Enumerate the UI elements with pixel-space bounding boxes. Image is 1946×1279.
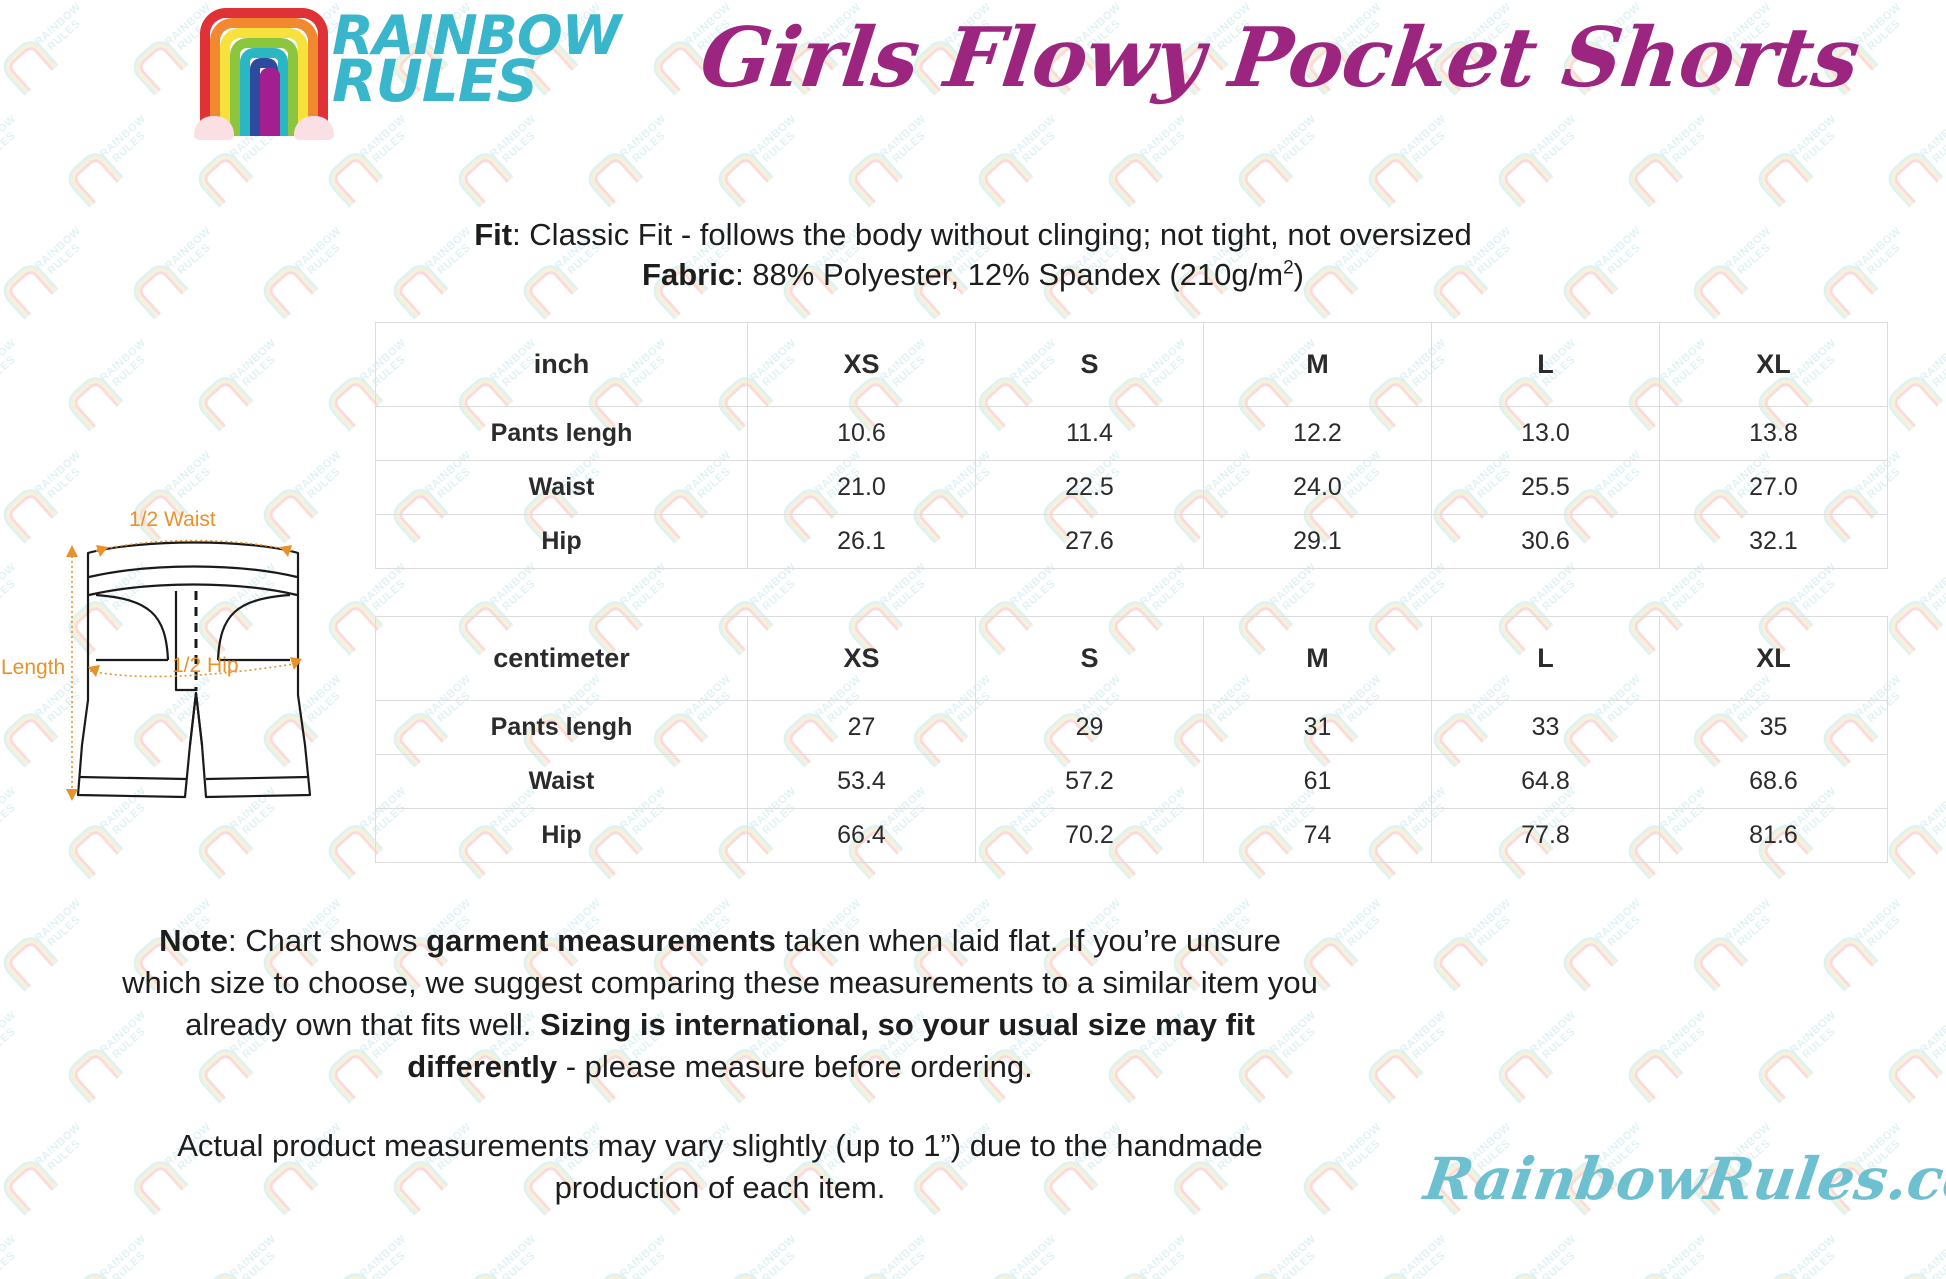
fit-value: : Classic Fit - follows the body without… (512, 217, 1472, 252)
cell-l: 25.5 (1431, 460, 1660, 515)
cell-l: 30.6 (1431, 514, 1660, 569)
cell-xs: 53.4 (747, 754, 976, 809)
size-table-centimeter: centimeter XS S M L XL Pants lengh 27 29… (375, 616, 1888, 863)
cell-s: 57.2 (975, 754, 1204, 809)
cell-m: 61 (1203, 754, 1432, 809)
site-watermark: RainbowRules.com (1420, 1145, 1946, 1213)
diagram-label-length: Length (1, 656, 65, 679)
cell-xl: 35 (1659, 700, 1888, 755)
note-paragraph: Note: Chart shows garment measurements t… (120, 920, 1320, 1087)
rainbow-rules-logo: RAINBOW RULES (194, 8, 621, 153)
fabric-line: Fabric: 88% Polyester, 12% Spandex (210g… (0, 255, 1946, 295)
cell-xl: 81.6 (1659, 808, 1888, 863)
table-header-unit: centimeter (375, 616, 748, 701)
shorts-diagram-svg: 1/2 Waist Length 1/2 Hip (1, 508, 312, 801)
table-header-row: centimeter XS S M L XL (375, 616, 1888, 701)
fit-label: Fit (474, 217, 513, 252)
cell-xs: 10.6 (747, 406, 976, 461)
cell-s: 22.5 (975, 460, 1204, 515)
cloud-icon (194, 116, 234, 140)
note-label: Note (159, 923, 229, 958)
note-part-1: : Chart shows (228, 923, 427, 958)
row-label: Hip (375, 514, 748, 569)
cell-s: 70.2 (975, 808, 1204, 863)
table-header-xs: XS (747, 616, 976, 701)
rainbow-band-2 (210, 18, 318, 136)
rainbow-band-7 (260, 68, 280, 136)
note-bold-2: Sizing is international, so your usual s… (407, 1006, 1255, 1084)
fabric-value-close: ) (1293, 256, 1304, 292)
shorts-measurement-diagram: 1/2 Waist Length 1/2 Hip (0, 495, 345, 825)
page-header: RAINBOW RULES Girls Flowy Pocket Shorts (0, 0, 1946, 175)
cell-m: 29.1 (1203, 514, 1432, 569)
table-header-m: M (1203, 616, 1432, 701)
note-bold-1: garment measurements (426, 923, 776, 958)
diagram-label-waist: 1/2 Waist (129, 508, 216, 531)
product-meta: Fit: Classic Fit - follows the body with… (0, 215, 1946, 294)
table-header-s: S (975, 616, 1204, 701)
note-part-3: - please measure before ordering. (557, 1048, 1033, 1084)
table-header-xs: XS (747, 322, 976, 407)
fit-line: Fit: Classic Fit - follows the body with… (0, 215, 1946, 255)
table-header-m: M (1203, 322, 1432, 407)
cell-s: 29 (975, 700, 1204, 755)
rainbow-band-5 (240, 48, 288, 136)
note-part-2: taken when laid flat. If you’re unsure w… (122, 923, 1318, 1042)
logo-line-2: RULES (332, 47, 538, 116)
logo-line-1: RAINBOW (332, 4, 621, 67)
row-label: Hip (375, 808, 748, 863)
table-header-xl: XL (1659, 616, 1888, 701)
cell-l: 33 (1431, 700, 1660, 755)
row-label: Waist (375, 460, 748, 515)
cell-s: 27.6 (975, 514, 1204, 569)
cell-l: 77.8 (1431, 808, 1660, 863)
size-table-inch: inch XS S M L XL Pants lengh 10.6 11.4 1… (375, 322, 1888, 569)
cell-xl: 68.6 (1659, 754, 1888, 809)
row-label: Pants lengh (375, 700, 748, 755)
cell-m: 24.0 (1203, 460, 1432, 515)
rainbow-band-1 (200, 8, 328, 136)
fabric-value: : 88% Polyester, 12% Spandex (210g/m (735, 256, 1284, 292)
cell-m: 31 (1203, 700, 1432, 755)
cell-l: 64.8 (1431, 754, 1660, 809)
table-header-row: inch XS S M L XL (375, 322, 1888, 407)
table-row: Pants lengh 27 29 31 33 35 (375, 700, 1888, 755)
cell-m: 12.2 (1203, 406, 1432, 461)
table-row: Hip 66.4 70.2 74 77.8 81.6 (375, 808, 1888, 863)
cell-m: 74 (1203, 808, 1432, 863)
cloud-icon (294, 116, 334, 140)
table-row: Pants lengh 10.6 11.4 12.2 13.0 13.8 (375, 406, 1888, 461)
cell-xs: 27 (747, 700, 976, 755)
rainbow-arch-icon (194, 8, 334, 140)
fabric-label: Fabric (642, 256, 736, 292)
page-title: Girls Flowy Pocket Shorts (695, 10, 1864, 106)
table-row: Waist 53.4 57.2 61 64.8 68.6 (375, 754, 1888, 809)
cell-xl: 32.1 (1659, 514, 1888, 569)
cell-xs: 21.0 (747, 460, 976, 515)
cell-s: 11.4 (975, 406, 1204, 461)
rainbow-band-4 (230, 38, 298, 136)
disclaimer-paragraph: Actual product measurements may vary sli… (177, 1128, 1263, 1205)
rainbow-band-3 (220, 28, 308, 136)
table-row: Waist 21.0 22.5 24.0 25.5 27.0 (375, 460, 1888, 515)
table-header-unit: inch (375, 322, 748, 407)
table-header-l: L (1431, 322, 1660, 407)
cell-l: 13.0 (1431, 406, 1660, 461)
row-label: Pants lengh (375, 406, 748, 461)
logo-wordmark: RAINBOW RULES (332, 4, 621, 116)
row-label: Waist (375, 754, 748, 809)
fabric-value-exponent: 2 (1283, 257, 1294, 279)
table-header-xl: XL (1659, 322, 1888, 407)
cell-xl: 13.8 (1659, 406, 1888, 461)
table-header-s: S (975, 322, 1204, 407)
diagram-label-hip: 1/2 Hip (172, 654, 239, 677)
cell-xl: 27.0 (1659, 460, 1888, 515)
cell-xs: 26.1 (747, 514, 976, 569)
cell-xs: 66.4 (747, 808, 976, 863)
table-row: Hip 26.1 27.6 29.1 30.6 32.1 (375, 514, 1888, 569)
table-header-l: L (1431, 616, 1660, 701)
